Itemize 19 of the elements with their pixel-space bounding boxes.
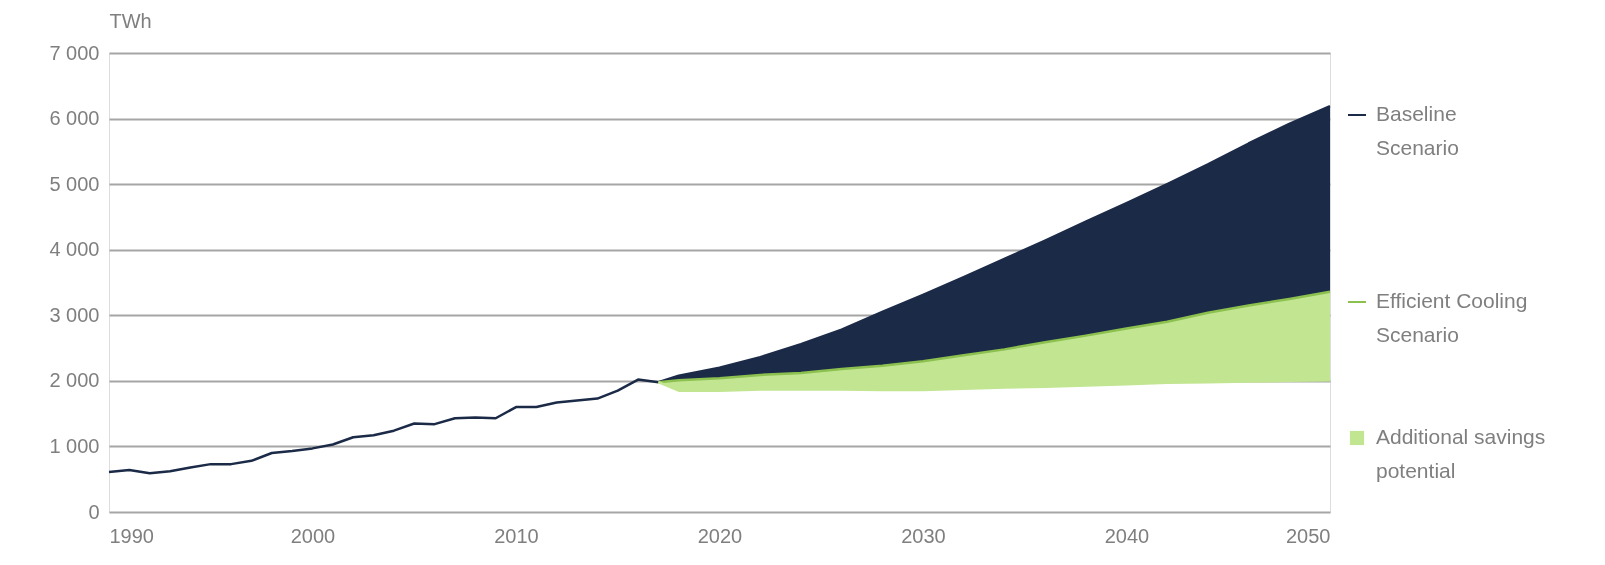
x-tick-label: 1990	[109, 524, 154, 547]
y-axis-title: TWh	[109, 9, 152, 32]
y-tick-label: 2 000	[49, 369, 100, 392]
y-tick-label: 4 000	[49, 238, 100, 261]
x-tick-label: 2000	[290, 524, 336, 547]
y-tick-label: 6 000	[49, 107, 100, 130]
x-tick-label: 2020	[697, 524, 743, 547]
y-tick-label: 7 000	[49, 41, 100, 64]
y-tick-label: 3 000	[49, 303, 100, 326]
x-tick-label: 2030	[901, 524, 946, 547]
legend-label: Efficient Cooling Scenario	[1376, 289, 1528, 346]
y-tick-label: 0	[88, 500, 100, 523]
x-tick-label: 2050	[1286, 524, 1331, 547]
y-tick-label: 1 000	[49, 434, 100, 457]
y-tick-label: 5 000	[49, 172, 100, 195]
legend-label: Additional savings potential	[1376, 425, 1546, 482]
x-tick-label: 2010	[494, 524, 539, 547]
x-tick-label: 2040	[1104, 524, 1150, 547]
legend-label: Baseline Scenario	[1376, 102, 1459, 159]
